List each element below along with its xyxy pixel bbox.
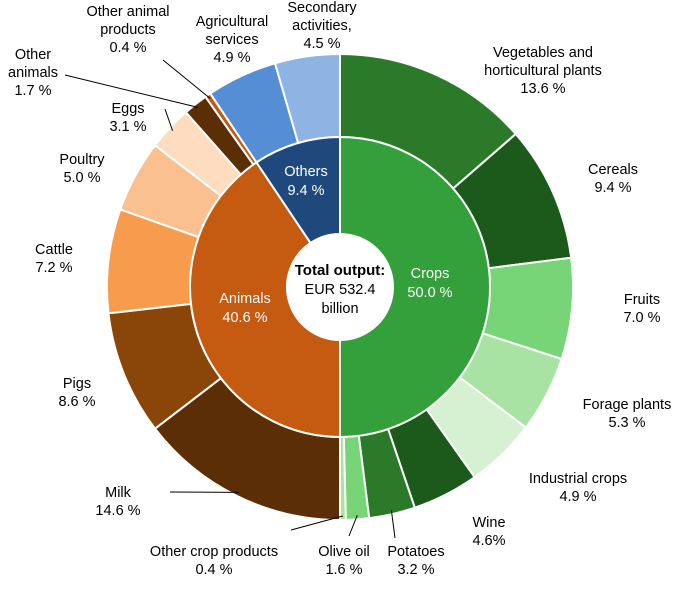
outer-label-agricultural-services-0: Agricultural [196,14,269,30]
outer-label-forage-plants-0: Forage plants [583,397,672,413]
inner-value-crops: 50.0 % [407,285,452,301]
outer-value-fruits: 7.0 % [623,310,660,326]
center-line-2: billion [321,301,358,317]
outer-label-other-animals-1: animals [8,65,58,81]
outer-value-eggs: 3.1 % [109,119,146,135]
outer-value-olive-oil: 1.6 % [325,562,362,578]
inner-value-others: 9.4 % [287,183,324,199]
outer-label-potatoes-0: Potatoes [387,544,444,560]
outer-label-pigs-0: Pigs [63,376,91,392]
outer-labels: Vegetables and horticultural plants 13.6 %… [8,0,671,578]
outer-value-industrial-crops: 4.9 % [559,489,596,505]
inner-ring [189,135,491,439]
outer-label-eggs-0: Eggs [111,101,144,117]
outer-label-other-animal-products-0: Other animal [86,4,169,20]
outer-value-other-crop-products: 0.4 % [195,562,232,578]
outer-label-secondary-activities-0: Secondary [287,0,357,16]
outer-label-milk-0: Milk [105,485,132,501]
leader-lines [64,59,396,539]
outer-label-wine-0: Wine [472,515,505,531]
outer-label-olive-oil-0: Olive oil [318,544,370,560]
leader-line-other-crop-products [290,515,344,531]
inner-label-others: Others [284,164,328,180]
leader-line-olive-oil [348,515,358,537]
leader-line-other-animals [64,74,199,108]
leader-line-potatoes [390,510,396,539]
outer-label-vegetables-and-horticultural-plants-1: horticultural plants [484,63,602,79]
leader-line-eggs [164,108,174,131]
outer-value-cattle: 7.2 % [35,260,72,276]
outer-value-vegetables-and-horticultural-plants: 13.6 % [520,81,565,97]
outer-value-pigs: 8.6 % [58,394,95,410]
inner-label-crops: Crops [411,266,450,282]
outer-value-potatoes: 3.2 % [397,562,434,578]
outer-value-wine: 4.6% [472,533,505,549]
inner-value-animals: 40.6 % [222,310,267,326]
center-label: Total output: EUR 532.4 billion [295,262,386,317]
outer-value-milk: 14.6 % [95,503,140,519]
outer-label-agricultural-services-1: services [205,32,258,48]
outer-label-cattle-0: Cattle [35,242,73,258]
leader-line-other-animal-products [162,59,211,99]
outer-value-other-animals: 1.7 % [14,83,51,99]
outer-value-poultry: 5.0 % [63,170,100,186]
center-title: Total output: [295,262,386,279]
outer-label-poultry-0: Poultry [59,152,105,168]
inner-labels: Crops 50.0 % Animals 40.6 % Others 9.4 % [219,164,452,326]
outer-value-agricultural-services: 4.9 % [213,50,250,66]
outer-label-other-crop-products-0: Other crop products [150,544,278,560]
outer-label-other-animal-products-1: products [100,22,156,38]
outer-label-industrial-crops-0: Industrial crops [529,471,627,487]
center-line-1: EUR 532.4 [305,282,376,298]
outer-ring [106,52,574,522]
outer-value-forage-plants: 5.3 % [608,415,645,431]
outer-value-secondary-activities: 4.5 % [303,36,340,52]
outer-label-fruits-0: Fruits [624,292,660,308]
outer-label-secondary-activities-1: activities, [292,18,352,34]
outer-label-cereals-0: Cereals [588,162,638,178]
outer-value-cereals: 9.4 % [594,180,631,196]
center-hole [287,234,393,340]
outer-label-vegetables-and-horticultural-plants-0: Vegetables and [493,45,593,61]
outer-label-other-animals-0: Other [15,47,51,63]
outer-value-other-animal-products: 0.4 % [109,40,146,56]
inner-label-animals: Animals [219,291,271,307]
